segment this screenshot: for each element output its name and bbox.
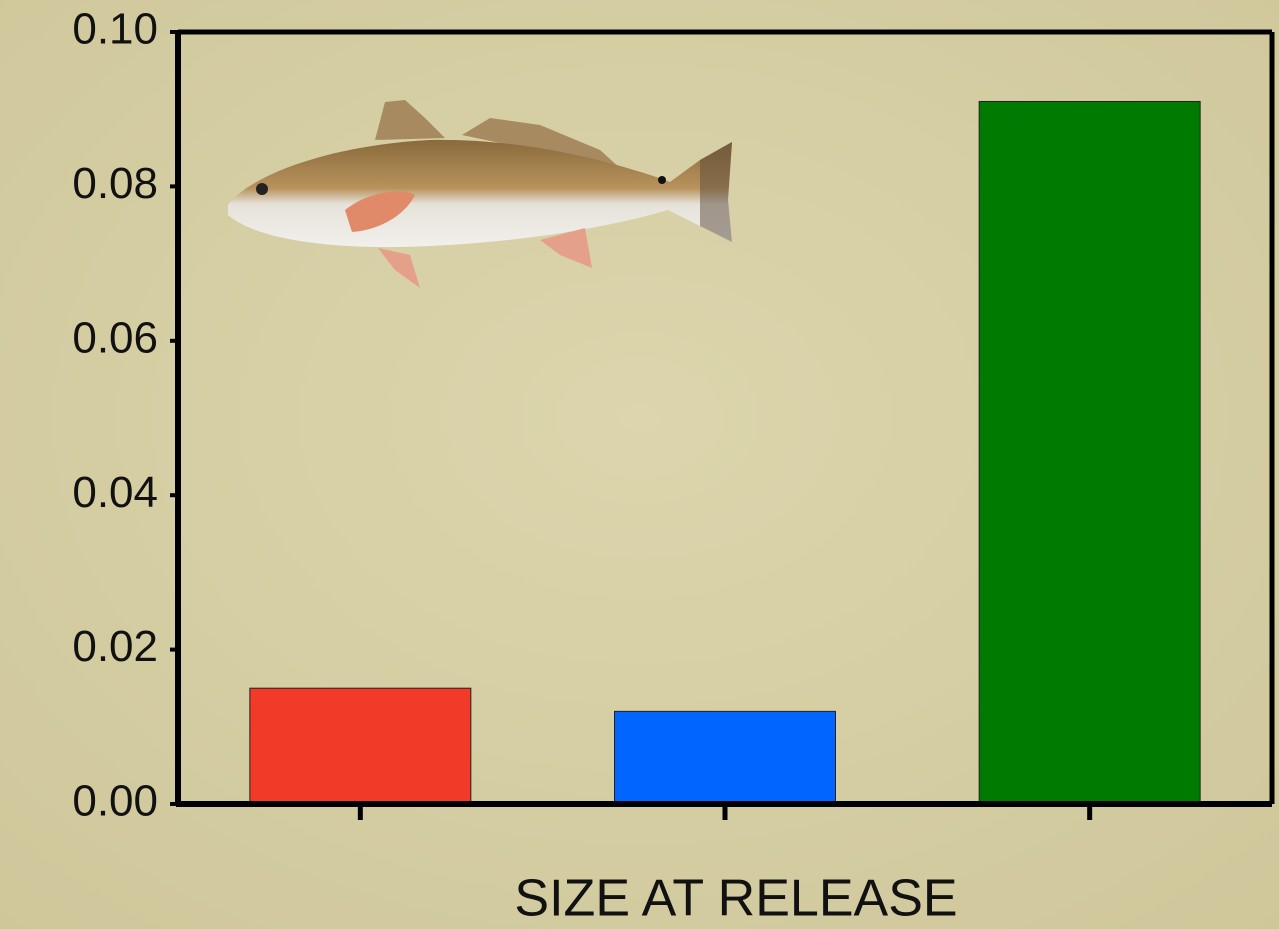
- y-tick-label: 0.08: [72, 159, 158, 208]
- bar: [614, 710, 836, 805]
- x-axis-label: SIZE AT RELEASE: [514, 870, 957, 928]
- y-tick-label: 0.02: [72, 622, 158, 671]
- y-tick-label: 0.10: [72, 5, 158, 54]
- y-tick-label: 0.04: [72, 468, 158, 517]
- y-tick-label: 0.06: [72, 313, 158, 362]
- bar: [978, 100, 1201, 805]
- y-tick-label: 0.00: [72, 777, 158, 826]
- bar: [249, 687, 472, 805]
- fish-illustration: [228, 100, 732, 288]
